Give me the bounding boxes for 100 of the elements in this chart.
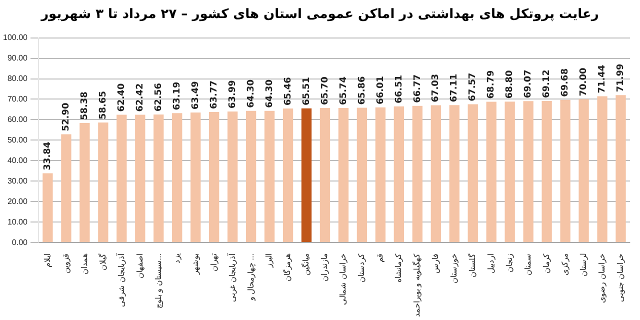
bar [80, 123, 90, 242]
bar [301, 108, 312, 242]
data-label: 71.99 [616, 64, 626, 92]
x-tick-label: گلستان [467, 254, 478, 278]
data-label: 52.90 [62, 102, 72, 132]
bar [356, 108, 368, 242]
x-tick-label: کرمانشاه [394, 254, 404, 283]
x-tick-label: مازندران [320, 254, 330, 282]
x-tick-label: همدان [80, 254, 89, 275]
data-label: 65.70 [320, 76, 330, 106]
data-label: 67.57 [468, 72, 478, 102]
y-tick-label: 90.00 [7, 53, 28, 62]
y-tick-label: 50.00 [7, 135, 28, 144]
x-tick-label: قم [376, 254, 385, 263]
y-tick-label: 70.00 [7, 94, 28, 104]
bar [246, 110, 256, 242]
data-label: 58.65 [98, 90, 109, 120]
bar [282, 108, 294, 242]
bar [208, 112, 220, 242]
data-label: 62.56 [154, 82, 164, 112]
x-tick-label: خراسان شمالی [338, 254, 348, 305]
y-tick-label: 100.00 [3, 33, 28, 42]
bar [98, 122, 108, 242]
x-tick-label: اصفهان [135, 254, 144, 279]
bar [560, 100, 570, 242]
bar [61, 134, 72, 242]
data-label: 66.77 [412, 74, 423, 103]
x-tick-label: البرز [264, 254, 274, 269]
data-label: 70.00 [579, 68, 590, 96]
x-tick-label: تهران [209, 254, 218, 272]
y-tick-label: 40.00 [7, 156, 28, 165]
bar [190, 112, 201, 242]
x-tick-label: اردبیل [486, 254, 496, 274]
x-tick-label: مرکزی [560, 254, 570, 276]
bar [616, 95, 626, 242]
bar [116, 114, 127, 242]
x-tick-label: کهگیلویه و بویراحمد [412, 254, 422, 318]
bar [375, 107, 386, 242]
y-tick-label: 20.00 [7, 196, 28, 206]
y-tick-label: 80.00 [7, 74, 28, 83]
x-tick-label: فارس [431, 254, 440, 274]
data-label: 69.07 [524, 70, 534, 98]
x-tick-label: خراسان جنوبی [616, 254, 625, 302]
bar [172, 113, 182, 242]
data-label: 65.46 [283, 77, 294, 106]
data-label: 69.12 [542, 70, 552, 98]
data-label: 64.30 [246, 79, 256, 108]
data-label: 66.51 [394, 74, 404, 104]
bar [578, 99, 589, 242]
bar [597, 96, 608, 242]
data-label: 66.01 [376, 76, 386, 104]
bar [542, 101, 552, 242]
x-tick-label: خراسان رضوی [597, 254, 606, 303]
data-label: 62.42 [135, 83, 146, 112]
x-tick-label: آذربایجان شرقی [116, 252, 126, 307]
x-tick-label: سمنان [524, 254, 533, 276]
x-tick-label: قزوین [61, 254, 70, 274]
bar [449, 105, 460, 242]
chart-title: رعایت پروتکل های بهداشتی در اماکن عمومی استان های کشور – ۲۷ مرداد تا ۳ شهریور [40, 6, 600, 24]
bar [430, 105, 441, 242]
x-tick-label: یزد [172, 254, 182, 264]
x-tick-label: کرمان [542, 254, 552, 274]
bar [394, 106, 404, 242]
data-label: 65.51 [302, 76, 312, 106]
bar [264, 110, 275, 242]
x-tick-label: خوزستان [450, 254, 459, 284]
data-label: 65.74 [338, 76, 349, 105]
bar [320, 108, 330, 242]
x-tick-label: میانگین [300, 254, 311, 276]
x-tick-label: زنجان [505, 254, 514, 273]
data-label: 63.77 [209, 80, 220, 109]
data-label: 67.03 [431, 74, 442, 102]
bar [154, 114, 164, 242]
data-label: 68.79 [486, 70, 497, 99]
y-tick-label: 10.00 [7, 217, 28, 226]
data-label: 68.80 [505, 70, 516, 99]
y-tick-label: 60.00 [7, 114, 28, 124]
y-tick-label: 30.00 [7, 176, 28, 186]
data-label: 64.30 [264, 79, 275, 108]
bar [468, 104, 478, 242]
x-tick-label: بوشهر [190, 254, 200, 276]
data-label: 63.99 [228, 80, 238, 109]
data-label: 33.84 [43, 142, 54, 170]
data-label: 67.11 [450, 74, 460, 102]
bar [135, 114, 146, 242]
x-tick-label: گیلان [97, 254, 108, 271]
x-tick-label: کردستان [357, 254, 366, 283]
x-tick-label: آذربایجان غربی [226, 252, 237, 302]
bar [504, 102, 515, 242]
y-tick-label: 0.00 [12, 238, 28, 247]
data-label: 63.19 [172, 82, 182, 110]
bar [523, 101, 534, 242]
data-label: 62.40 [116, 83, 127, 112]
bar [227, 112, 238, 242]
data-label: 63.49 [190, 81, 201, 110]
x-tick-label: هرمزگان [282, 254, 292, 282]
bar [412, 106, 422, 242]
data-label: 69.68 [560, 68, 571, 97]
x-tick-label: چهارمحال و ... [246, 254, 256, 302]
data-label: 71.44 [598, 64, 608, 94]
